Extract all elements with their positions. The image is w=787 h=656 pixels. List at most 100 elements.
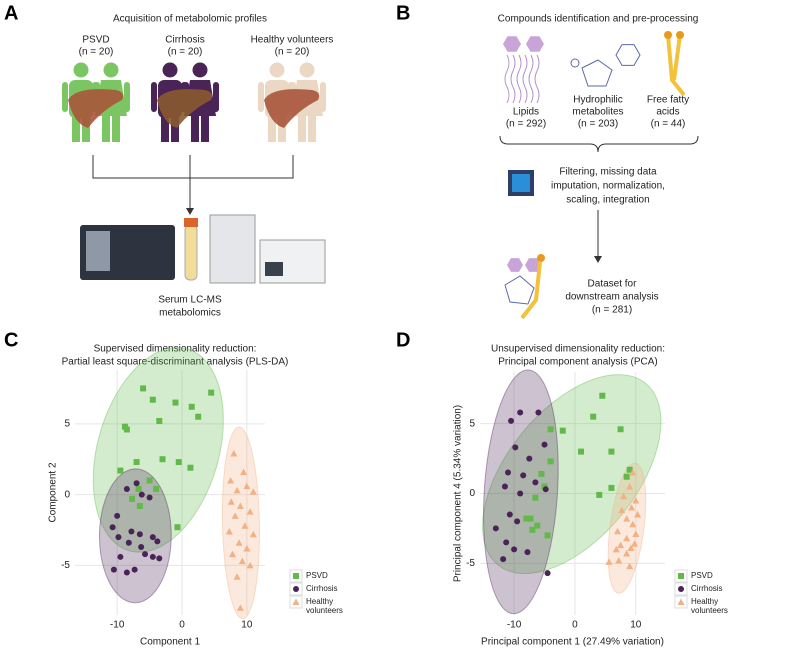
molecule — [537, 254, 545, 262]
point — [623, 550, 631, 557]
point — [632, 530, 640, 537]
legend-label: Cirrhosis — [306, 584, 338, 593]
label: downstream analysis — [565, 292, 658, 303]
point — [503, 539, 510, 546]
point — [578, 448, 585, 455]
point — [172, 399, 179, 406]
point — [131, 566, 138, 573]
point — [631, 540, 639, 547]
person-leg — [308, 116, 316, 142]
instrument-panel — [265, 262, 283, 276]
y-tick-label: 0 — [469, 488, 475, 499]
y-tick-label: 0 — [64, 489, 70, 500]
y-tick-label: -5 — [61, 560, 70, 571]
legend-symbol — [292, 598, 300, 605]
y-axis-label: Principal component 4 (5.34% variation) — [453, 405, 464, 582]
point — [535, 409, 542, 416]
molecule — [615, 44, 641, 66]
point — [159, 456, 166, 463]
point — [149, 396, 156, 403]
person-head — [299, 62, 315, 78]
point — [590, 413, 597, 420]
point — [508, 417, 515, 424]
point — [236, 502, 244, 509]
point — [136, 531, 143, 538]
point — [605, 558, 613, 565]
liver — [68, 89, 124, 128]
point — [559, 427, 566, 434]
label: Filtering, missing data — [559, 167, 657, 178]
label: PSVD — [82, 35, 109, 46]
point — [542, 486, 549, 493]
point — [154, 538, 161, 545]
instrument — [209, 214, 256, 284]
point — [615, 557, 623, 564]
label: metabolomics — [159, 308, 221, 319]
point — [246, 561, 254, 569]
point — [520, 472, 527, 479]
label: Serum LC-MS — [158, 295, 222, 306]
point — [623, 473, 630, 480]
legend-label: Cirrhosis — [691, 584, 723, 593]
point — [156, 555, 163, 562]
panel-letter: B — [396, 2, 410, 24]
point — [240, 468, 248, 475]
label: (n = 20) — [168, 47, 203, 58]
point — [544, 570, 551, 577]
point — [243, 544, 251, 552]
x-tick-label: 0 — [179, 620, 185, 631]
point — [123, 569, 130, 576]
point — [504, 469, 511, 476]
molecule — [504, 275, 535, 305]
person-head — [73, 62, 89, 78]
point — [149, 534, 156, 541]
molecule — [503, 36, 521, 52]
label: Hydrophilic — [573, 95, 622, 106]
label: metabolites — [572, 107, 623, 118]
point — [117, 553, 124, 560]
label: (n = 44) — [651, 119, 686, 130]
point — [241, 522, 249, 529]
label: (n = 20) — [79, 47, 114, 58]
point — [532, 479, 539, 486]
x-tick-label: -10 — [507, 620, 522, 631]
label: Supervised dimensionality reduction: — [94, 344, 257, 355]
point — [517, 490, 524, 497]
point — [623, 534, 631, 542]
molecule — [525, 258, 541, 272]
point — [236, 604, 244, 611]
point — [135, 485, 142, 492]
point — [628, 503, 636, 511]
person-leg — [72, 116, 80, 142]
point — [629, 520, 637, 528]
molecule — [581, 59, 613, 87]
x-axis-label: Principal component 1 (27.49% variation) — [481, 637, 664, 648]
panel-title: Acquisition of metabolomic profiles — [113, 14, 267, 25]
molecule — [570, 58, 580, 68]
point — [500, 556, 507, 563]
person-leg — [191, 116, 199, 142]
lipid-tail — [534, 54, 540, 104]
fatty-acid — [520, 261, 542, 320]
point — [133, 459, 140, 466]
label: Principal component analysis (PCA) — [498, 357, 658, 368]
point — [618, 506, 626, 514]
point — [617, 541, 625, 549]
point — [227, 498, 235, 505]
point — [608, 448, 615, 455]
label: acids — [656, 107, 679, 118]
point — [146, 494, 153, 501]
x-tick-label: -10 — [110, 620, 125, 631]
point — [541, 441, 548, 448]
point — [501, 483, 508, 490]
point — [544, 532, 551, 539]
label: Partial least square-discriminant analys… — [62, 357, 289, 368]
arrowhead — [186, 208, 194, 215]
legend-symbol — [293, 586, 299, 592]
label: Lipids — [513, 107, 539, 118]
label: imputation, normalization, — [551, 181, 665, 192]
point — [620, 492, 628, 500]
legend-symbol — [678, 573, 684, 579]
point — [547, 426, 554, 433]
